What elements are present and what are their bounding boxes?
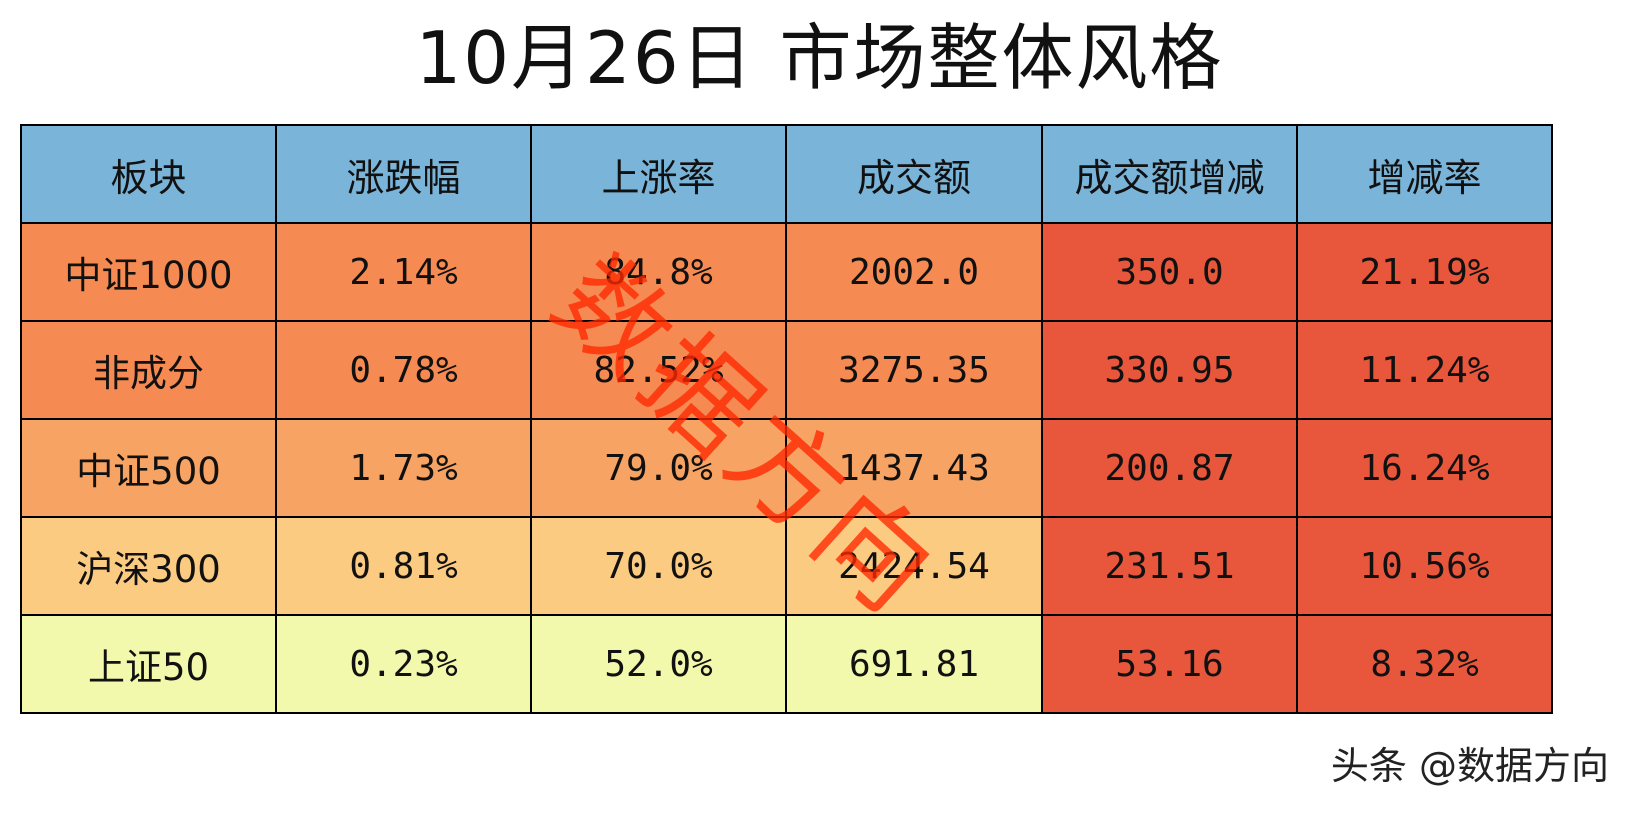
- cell-advance-rate: 84.8%: [530, 222, 787, 322]
- cell-turnover: 2424.54: [785, 516, 1043, 616]
- cell-advance-rate: 79.0%: [530, 418, 787, 518]
- cell-change: 1.73%: [275, 418, 532, 518]
- cell-delta-rate: 8.32%: [1296, 614, 1553, 714]
- cell-advance-rate: 82.52%: [530, 320, 787, 420]
- header-cell-turnover: 成交额: [785, 124, 1043, 224]
- cell-delta-rate: 16.24%: [1296, 418, 1553, 518]
- cell-turnover-delta: 330.95: [1041, 320, 1298, 420]
- table-row: 中证1000 2.14% 84.8% 2002.0 350.0 21.19%: [20, 222, 1553, 322]
- header-cell-delta-rate: 增减率: [1296, 124, 1553, 224]
- cell-change: 0.78%: [275, 320, 532, 420]
- table-row: 中证500 1.73% 79.0% 1437.43 200.87 16.24%: [20, 418, 1553, 518]
- cell-turnover-delta: 53.16: [1041, 614, 1298, 714]
- cell-change: 0.23%: [275, 614, 532, 714]
- header-row: 板块 涨跌幅 上涨率 成交额 成交额增减 增减率: [20, 124, 1553, 224]
- page-title: 10月26日 市场整体风格: [415, 16, 1224, 100]
- header-cell-advance-rate: 上涨率: [530, 124, 787, 224]
- table-row: 上证50 0.23% 52.0% 691.81 53.16 8.32%: [20, 614, 1553, 714]
- cell-turnover-delta: 200.87: [1041, 418, 1298, 518]
- header-cell-change: 涨跌幅: [275, 124, 532, 224]
- cell-delta-rate: 10.56%: [1296, 516, 1553, 616]
- cell-advance-rate: 70.0%: [530, 516, 787, 616]
- cell-sector: 中证500: [20, 418, 277, 518]
- credit-label: 头条 @数据方向: [1330, 744, 1609, 788]
- cell-turnover: 691.81: [785, 614, 1043, 714]
- header-cell-sector: 板块: [20, 124, 277, 224]
- cell-delta-rate: 21.19%: [1296, 222, 1553, 322]
- table-row: 沪深300 0.81% 70.0% 2424.54 231.51 10.56%: [20, 516, 1553, 616]
- cell-turnover: 1437.43: [785, 418, 1043, 518]
- cell-turnover: 2002.0: [785, 222, 1043, 322]
- cell-sector: 沪深300: [20, 516, 277, 616]
- cell-turnover-delta: 231.51: [1041, 516, 1298, 616]
- cell-sector: 中证1000: [20, 222, 277, 322]
- cell-change: 2.14%: [275, 222, 532, 322]
- cell-sector: 上证50: [20, 614, 277, 714]
- cell-advance-rate: 52.0%: [530, 614, 787, 714]
- cell-delta-rate: 11.24%: [1296, 320, 1553, 420]
- cell-change: 0.81%: [275, 516, 532, 616]
- market-style-table: 板块 涨跌幅 上涨率 成交额 成交额增减 增减率 中证1000 2.14% 84…: [20, 124, 1553, 714]
- table-row: 非成分 0.78% 82.52% 3275.35 330.95 11.24%: [20, 320, 1553, 420]
- header-cell-turnover-delta: 成交额增减: [1041, 124, 1298, 224]
- cell-turnover-delta: 350.0: [1041, 222, 1298, 322]
- cell-turnover: 3275.35: [785, 320, 1043, 420]
- cell-sector: 非成分: [20, 320, 277, 420]
